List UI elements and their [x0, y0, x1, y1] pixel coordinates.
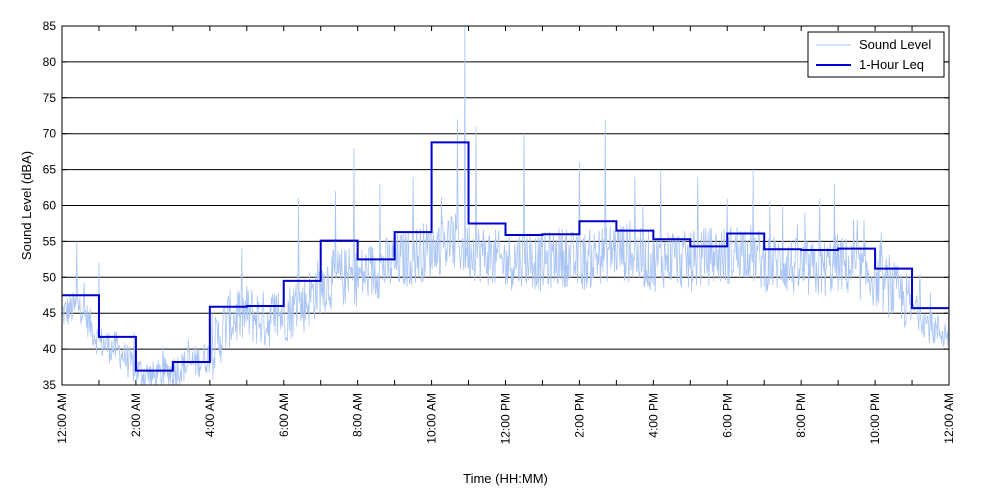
x-axis-label: Time (HH:MM) [463, 471, 548, 486]
y-tick-label: 80 [43, 55, 57, 69]
plot-frame [61, 25, 950, 386]
legend-label-sound-level: Sound Level [859, 37, 931, 52]
y-ticks: 35 40 45 50 55 60 65 70 75 80 85 [43, 19, 949, 392]
legend-label-leq: 1-Hour Leq [859, 57, 924, 72]
x-tick-label: 12:00 PM [499, 393, 513, 444]
x-tick-label: 8:00 PM [794, 393, 808, 438]
y-tick-label: 85 [43, 19, 57, 33]
x-tick-label: 2:00 PM [572, 393, 586, 438]
x-tick-label: 10:00 PM [868, 393, 882, 444]
y-tick-label: 35 [43, 378, 57, 392]
y-tick-label: 40 [43, 342, 57, 356]
x-tick-label: 10:00 AM [425, 393, 439, 444]
y-tick-label: 60 [43, 199, 57, 213]
x-tick-label: 12:00 AM [55, 393, 69, 444]
x-tick-label: 8:00 AM [351, 393, 365, 437]
y-tick-label: 55 [43, 234, 57, 248]
series-layer [61, 25, 950, 386]
legend: Sound Level 1-Hour Leq [807, 31, 945, 78]
x-tick-label: 6:00 PM [720, 393, 734, 438]
y-tick-label: 75 [43, 91, 57, 105]
x-tick-label: 2:00 AM [129, 393, 143, 437]
legend-box [807, 31, 945, 78]
y-tick-label: 65 [43, 163, 57, 177]
x-tick-label: 4:00 PM [646, 393, 660, 438]
x-tick-label: 4:00 AM [203, 393, 217, 437]
y-tick-label: 50 [43, 270, 57, 284]
y-tick-label: 45 [43, 306, 57, 320]
series-line-leq [62, 141, 949, 372]
x-ticks: 12:00 AM 2:00 AM 4:00 AM 6:00 AM 8:00 AM 10:0… [55, 26, 956, 444]
y-tick-label: 70 [43, 127, 57, 141]
y-axis-label: Sound Level (dBA) [19, 151, 34, 260]
x-tick-label: 12:00 AM [942, 393, 956, 444]
x-tick-label: 6:00 AM [277, 393, 291, 437]
